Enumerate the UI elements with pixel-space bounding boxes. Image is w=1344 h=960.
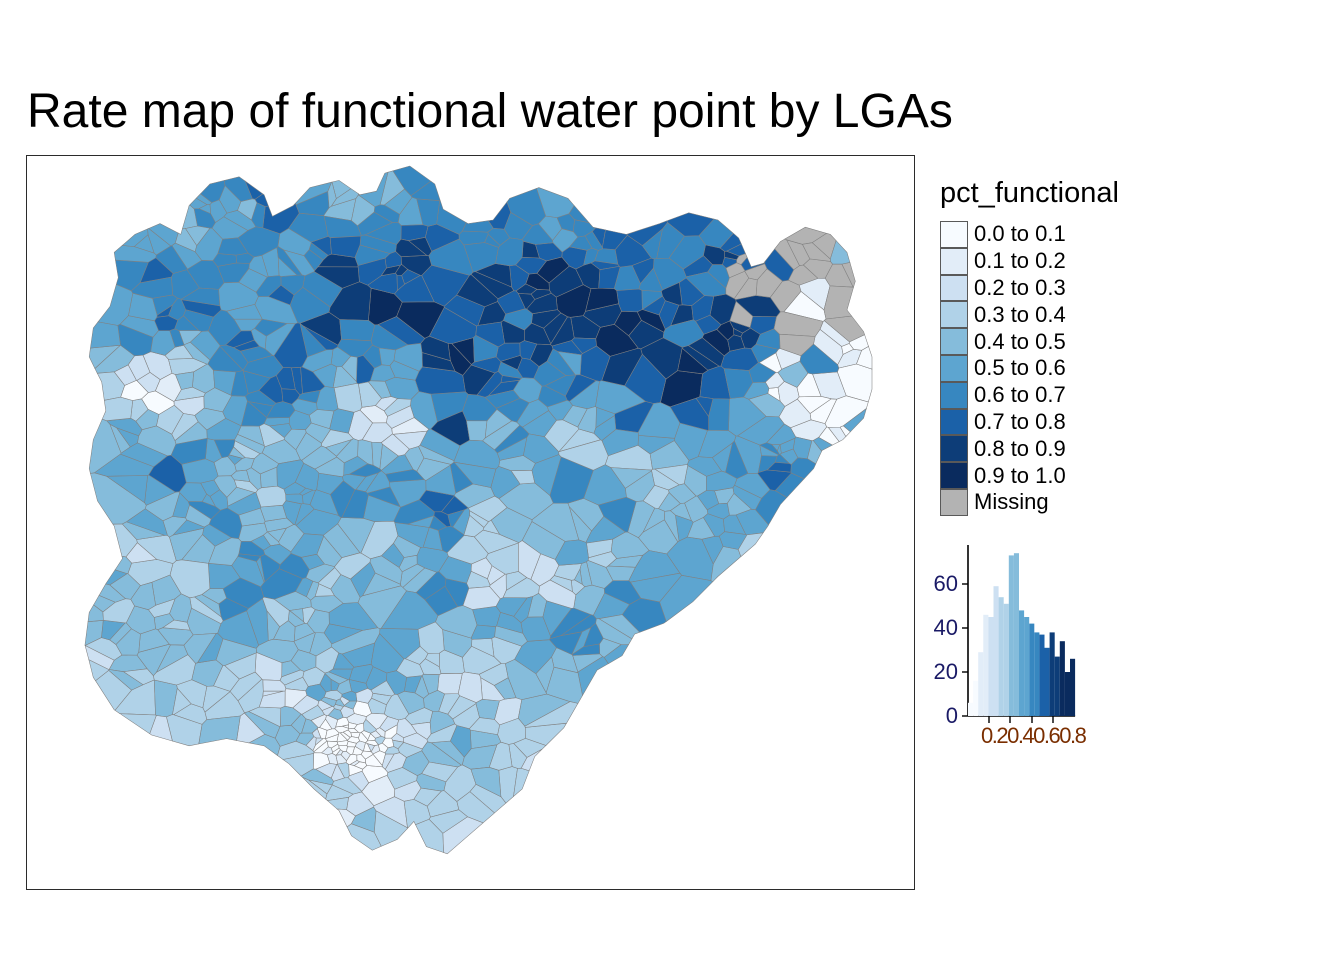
svg-text:40: 40 — [934, 615, 958, 640]
svg-text:0.20.40.60.8: 0.20.40.60.8 — [981, 723, 1087, 748]
svg-text:60: 60 — [934, 571, 958, 596]
svg-text:0: 0 — [946, 703, 958, 728]
svg-text:20: 20 — [934, 659, 958, 684]
